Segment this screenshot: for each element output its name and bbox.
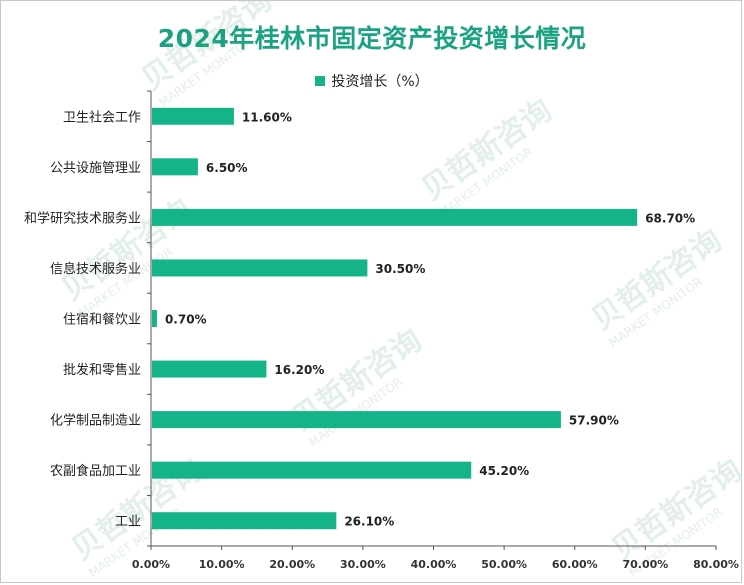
bar [152, 360, 267, 378]
bar [152, 259, 368, 277]
bar-value-label: 0.70% [165, 313, 207, 327]
bar-value-label: 45.20% [479, 464, 529, 478]
bar [152, 512, 337, 530]
category-label: 农副食品加工业 [50, 463, 141, 479]
category-label: 批发和零售业 [63, 362, 141, 378]
category-label: 工业 [115, 515, 141, 530]
bar [152, 208, 638, 226]
x-tick-label: 70.00% [622, 558, 668, 571]
category-label: 公共设施管理业 [50, 161, 141, 176]
bar-value-label: 6.50% [206, 161, 248, 175]
legend-label: 投资增长（%） [331, 74, 429, 90]
bar [152, 411, 561, 429]
category-label: 信息技术服务业 [50, 261, 141, 277]
legend-swatch [315, 76, 326, 86]
category-label: 卫生社会工作 [63, 109, 141, 125]
bar-value-label: 57.90% [569, 414, 619, 428]
x-tick-label: 60.00% [552, 558, 598, 571]
x-tick-label: 40.00% [411, 558, 457, 571]
legend: 投资增长（%） [1, 71, 743, 91]
x-tick-label: 30.00% [340, 558, 386, 571]
bar [152, 310, 157, 327]
x-tick-label: 10.00% [199, 558, 245, 571]
bar-value-label: 30.50% [375, 262, 425, 276]
category-label: 和学研究技术服务业 [24, 210, 141, 226]
bar [152, 461, 472, 479]
x-tick-label: 20.00% [269, 558, 315, 571]
chart-title: 2024年桂林市固定资产投资增长情况 [157, 24, 587, 53]
bar [152, 158, 198, 176]
x-tick-label: 0.00% [132, 558, 170, 571]
bar-value-label: 11.60% [242, 110, 292, 124]
category-label: 化学制品制造业 [50, 413, 141, 429]
category-label: 住宿和餐饮业 [63, 312, 141, 328]
x-tick-label: 80.00% [693, 558, 739, 571]
x-tick-label: 50.00% [481, 558, 527, 571]
bar-value-label: 16.20% [274, 363, 324, 377]
bar-value-label: 68.70% [645, 211, 695, 225]
bar [152, 107, 234, 125]
bar-value-label: 26.10% [344, 515, 394, 529]
